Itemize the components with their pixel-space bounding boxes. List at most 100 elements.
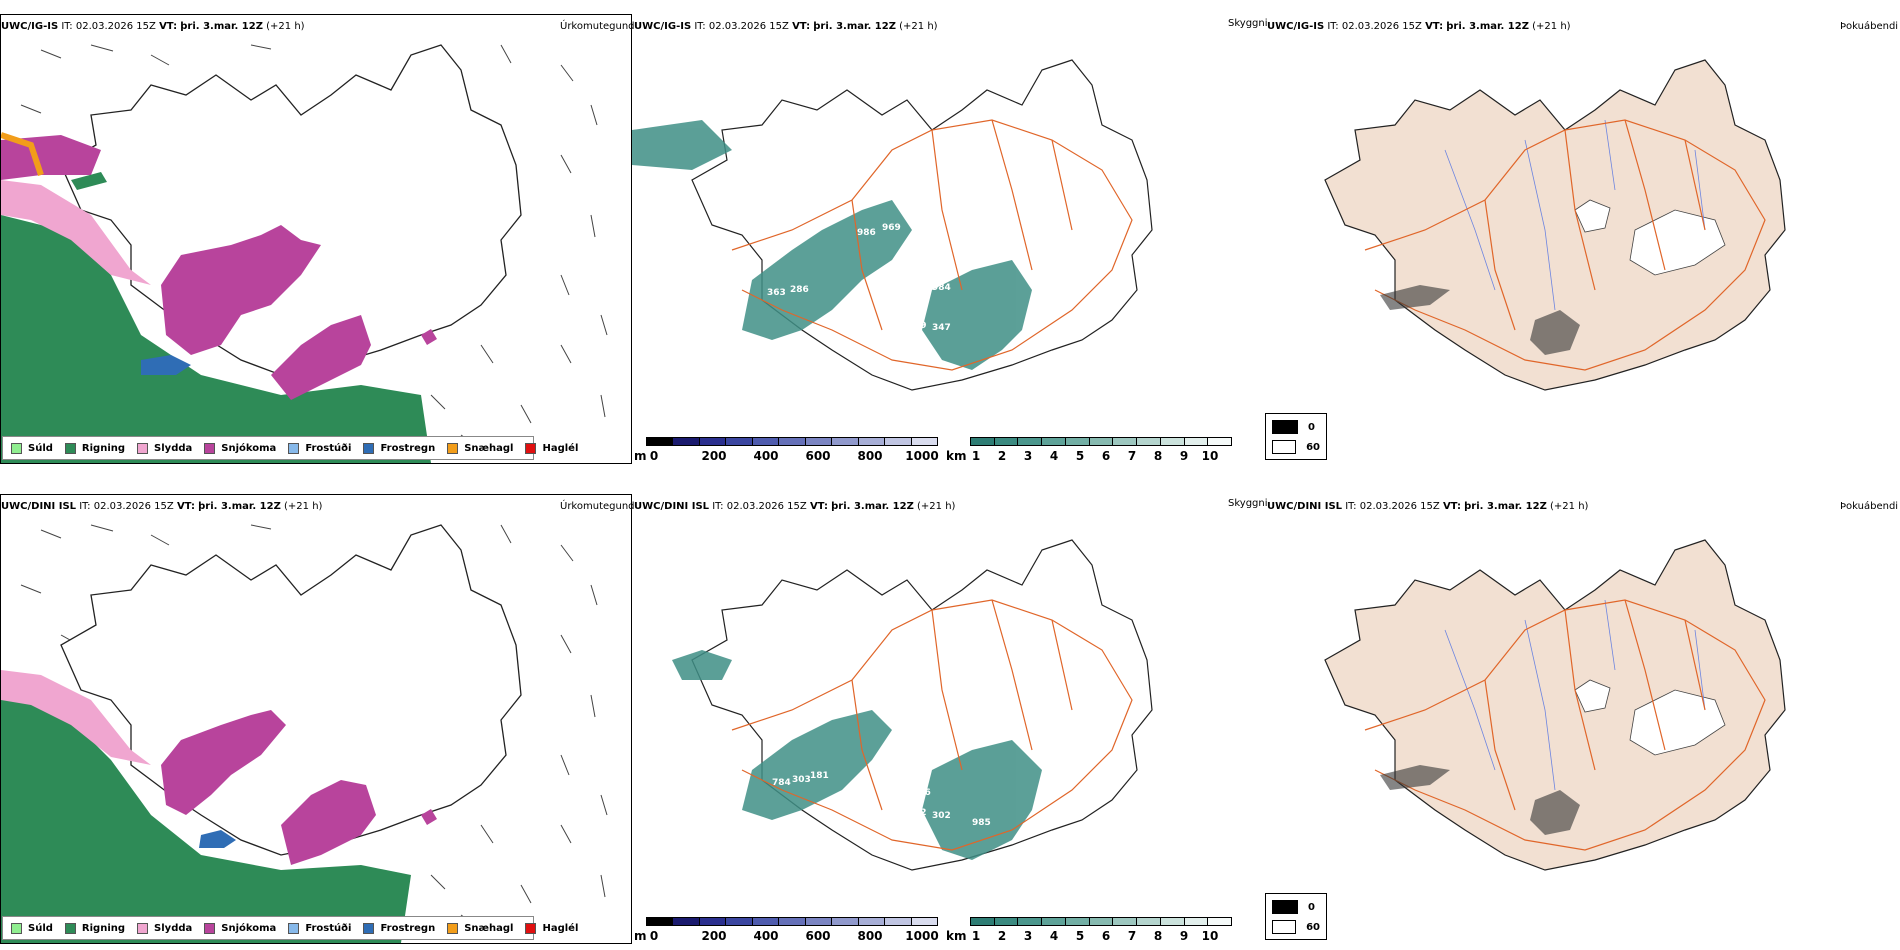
visibility-unit: km — [946, 929, 967, 943]
cloud-map-1: 986 969 984 139 79 347 363 286 — [632, 59, 1153, 391]
legend-label: Súld — [28, 922, 53, 934]
legend-item: Frostregn — [363, 922, 435, 934]
legend-swatch-frostudi — [288, 442, 300, 454]
legend-item: Frostregn — [363, 442, 435, 454]
cloud-label: 139 — [907, 301, 926, 311]
model-name: UWC/IG-IS — [1, 21, 59, 32]
cloud-label: 986 — [857, 228, 876, 238]
height-unit: m — [634, 929, 647, 943]
vis-tick: 8 — [1153, 449, 1163, 463]
legend-item: Frostúði — [288, 922, 351, 934]
fog-legend-1: 0 60 — [1265, 413, 1327, 460]
height-colorbar-2: m 0 200 400 600 800 1000 — [634, 917, 940, 943]
legend-item: Snæhagl — [447, 922, 513, 934]
precip-map-frame-2 — [0, 494, 632, 944]
legend-label: Slydda — [154, 442, 193, 454]
legend-item: Snjókoma — [204, 922, 276, 934]
fog-legend-2: 0 60 — [1265, 893, 1327, 940]
fog-map-1 — [1324, 59, 1786, 391]
rivers — [1444, 119, 1706, 311]
road-network — [1364, 599, 1766, 851]
model-name: UWC/DINI ISL — [1, 501, 77, 512]
vt-label: VT: — [792, 21, 811, 32]
fog-legend-label: 0 — [1308, 421, 1315, 433]
iceland-outline — [691, 59, 1153, 391]
legend-swatch-snjokoma — [204, 442, 216, 454]
height-unit: m — [634, 449, 647, 463]
legend-swatch-snaehagl — [447, 922, 459, 934]
fog-legend-label: 60 — [1306, 921, 1320, 933]
legend-item: Súld — [11, 442, 53, 454]
fog-legend-label: 60 — [1306, 441, 1320, 453]
cloud-label: 302 — [932, 811, 951, 821]
cloud-base-labels: 986 969 984 139 79 347 363 286 — [767, 223, 951, 333]
fog-map-2 — [1324, 539, 1786, 871]
legend-item: Slydda — [137, 922, 193, 934]
it-label: IT: — [694, 21, 706, 32]
height-tick: 0 — [649, 449, 659, 463]
vt-label: VT: — [159, 21, 178, 32]
height-tick: 0 — [649, 929, 659, 943]
road-network — [731, 599, 1133, 851]
run-time: 02.03.2026 15Z — [93, 501, 174, 512]
fog-swatch-0 — [1272, 900, 1298, 914]
cloud-label: 784 — [772, 778, 791, 788]
fog-legend-label: 0 — [1308, 901, 1315, 913]
legend-label: Haglél — [542, 442, 579, 454]
precip-legend-1: Súld Rigning Slydda Snjókoma Frostúði Fr… — [2, 436, 578, 460]
fog-shading — [1380, 285, 1580, 355]
legend-swatch-haglel — [525, 922, 537, 934]
valid-time: þri. 3.mar. 12Z — [1446, 21, 1529, 32]
height-tick: 600 — [805, 449, 831, 463]
fog-legend-item: 0 — [1272, 900, 1320, 914]
precip-map-1 — [1, 44, 608, 463]
vis-tick: 3 — [1023, 449, 1033, 463]
vis-tick: 3 — [1023, 929, 1033, 943]
vis-tick: 5 — [1075, 449, 1085, 463]
valid-time: þri. 3.mar. 12Z — [180, 21, 263, 32]
lead-time: (+21 h) — [284, 501, 323, 512]
vis-tick: 5 — [1075, 929, 1085, 943]
it-label: IT: — [1345, 501, 1357, 512]
legend-swatch-suld — [11, 922, 22, 934]
legend-swatch-rigning — [64, 922, 76, 934]
legend-label: Slydda — [154, 922, 193, 934]
legend-swatch-frostregn — [363, 442, 375, 454]
cloud-label: 287 — [1057, 768, 1076, 778]
legend-item: Snjókoma — [204, 442, 277, 454]
legend-item: Frostúði — [288, 442, 352, 454]
fog-title-1: Þokuábendi — [1840, 21, 1899, 32]
legend-label: Haglél — [542, 922, 579, 934]
legend-label: Súld — [28, 442, 53, 454]
cloud-title-2: Skyggni — [1228, 498, 1268, 509]
road-network — [1364, 119, 1766, 371]
cloud-header-1: UWC/IG-IS IT: 02.03.2026 15Z VT: þri. 3.… — [634, 21, 938, 32]
cloud-area — [632, 120, 1032, 370]
height-tick: 1000 — [905, 449, 939, 463]
legend-swatch-snjokoma — [204, 922, 216, 934]
legend-label: Snjókoma — [221, 442, 277, 454]
vis-tick: 4 — [1049, 449, 1059, 463]
fog-legend-item: 60 — [1272, 440, 1320, 454]
legend-swatch-frostregn — [363, 922, 375, 934]
legend-label: Rigning — [81, 922, 126, 934]
run-time: 02.03.2026 15Z — [75, 21, 156, 32]
valid-time: þri. 3.mar. 12Z — [813, 21, 896, 32]
legend-label: Frostúði — [305, 442, 352, 454]
vis-tick: 10 — [1201, 929, 1219, 943]
lead-time: (+21 h) — [266, 21, 305, 32]
valid-time: þri. 3.mar. 12Z — [831, 501, 914, 512]
vis-tick: 8 — [1153, 929, 1163, 943]
vis-tick: 2 — [997, 929, 1007, 943]
legend-swatch-slydda — [137, 922, 149, 934]
height-tick: 200 — [701, 449, 727, 463]
vis-tick: 4 — [1049, 929, 1059, 943]
cloud-header-2: UWC/DINI ISL IT: 02.03.2026 15Z VT: þri.… — [634, 501, 955, 512]
model-name: UWC/IG-IS — [634, 21, 692, 32]
visibility-colorbar-1: km 1 2 3 4 5 6 7 8 9 10 — [946, 437, 1236, 463]
cloud-label: 286 — [790, 285, 809, 295]
iceland-outline — [1324, 59, 1786, 391]
legend-item: Haglél — [525, 442, 579, 454]
it-label: IT: — [79, 501, 91, 512]
legend-swatch-slydda — [137, 442, 149, 454]
